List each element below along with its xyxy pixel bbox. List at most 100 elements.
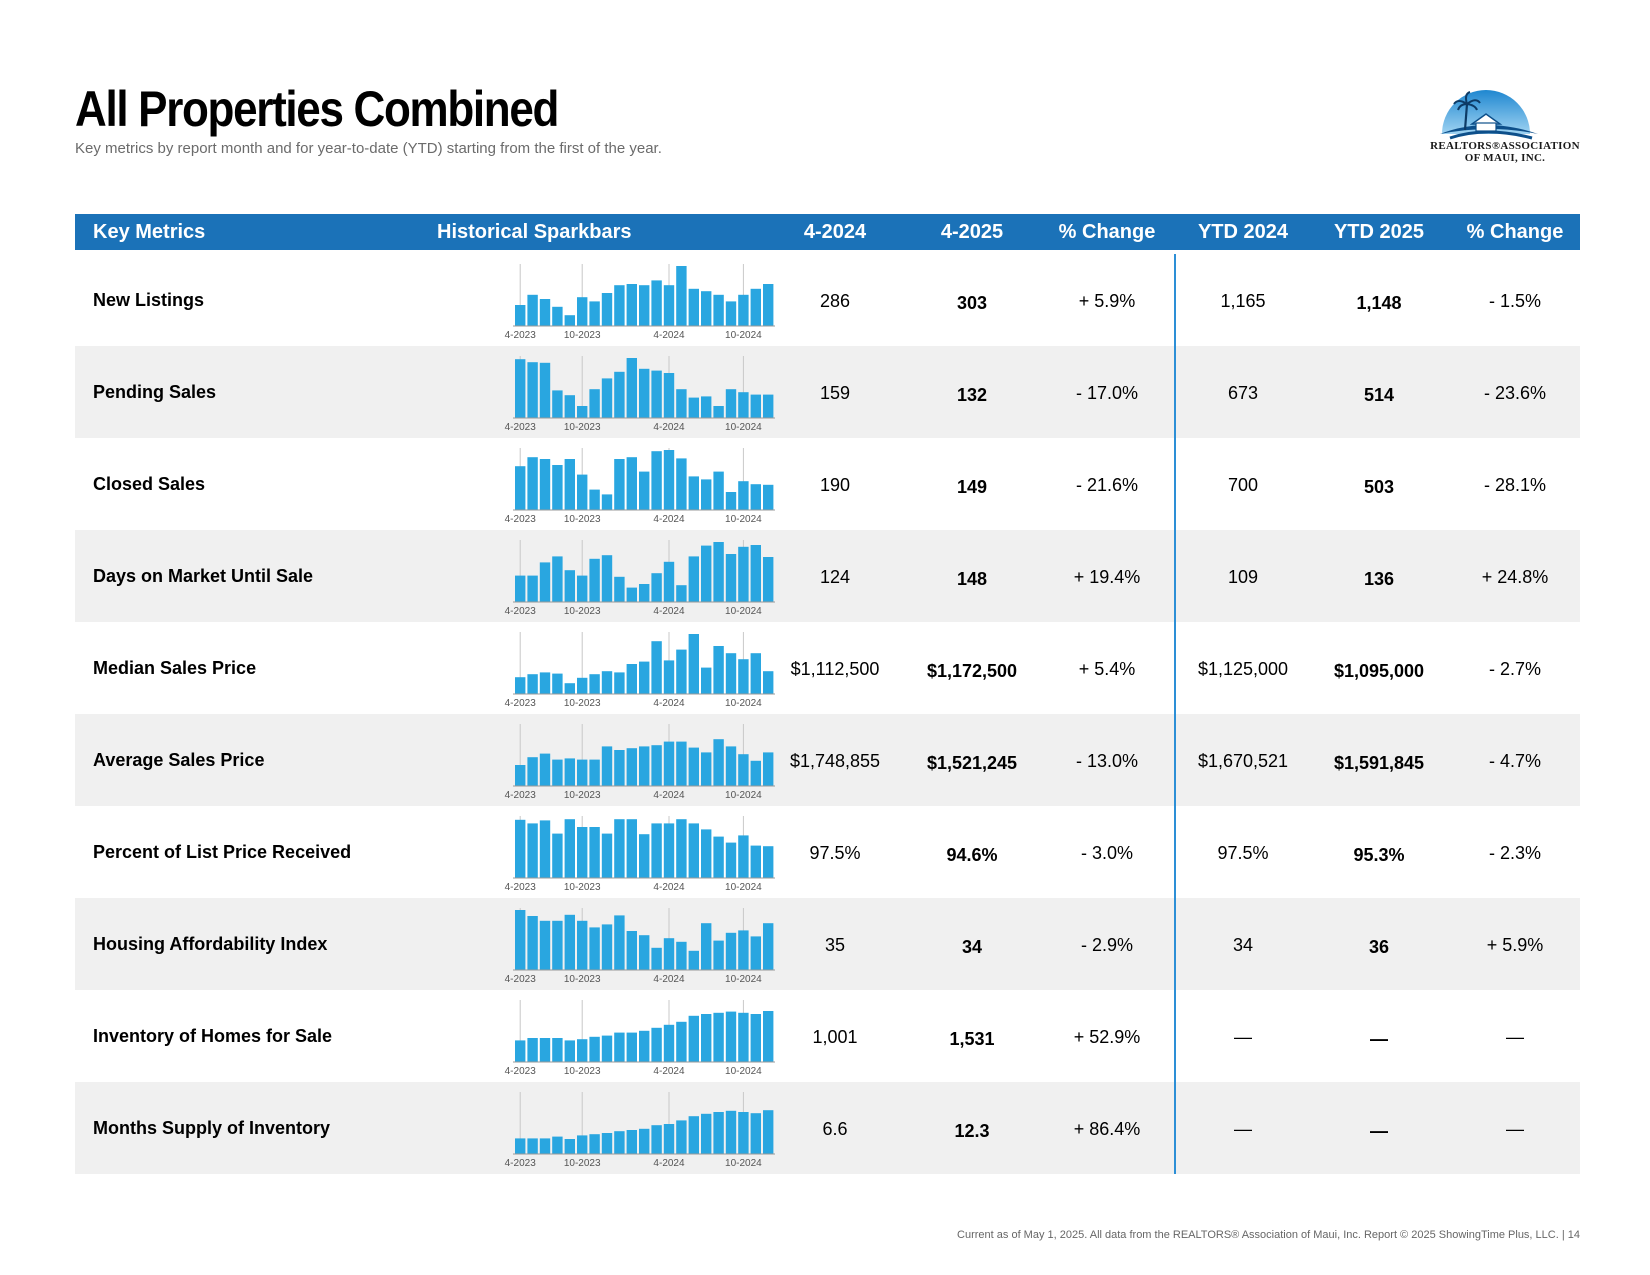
sparkbar-bar <box>601 378 613 418</box>
sparkbar-tick-label: 4-2024 <box>653 1066 685 1077</box>
metric-label: Inventory of Homes for Sale <box>93 1026 333 1046</box>
column-divider <box>1174 254 1176 1174</box>
metric-label: Median Sales Price <box>93 658 257 678</box>
ytd-pct-change: + 24.8% <box>1481 567 1549 587</box>
sparkbar-bar <box>614 672 625 694</box>
metric-label: Days on Market Until Sale <box>93 566 314 586</box>
sparkbar-bar <box>515 1138 526 1154</box>
sparkbar-bar <box>639 935 650 970</box>
sparkbar-bar <box>614 819 625 878</box>
sparkbar-bar <box>738 930 749 970</box>
sparkbar-bar <box>639 834 650 878</box>
sparkbar-bar <box>639 368 650 418</box>
sparkbar-bar <box>639 471 650 510</box>
sparkbar-bar <box>577 575 588 602</box>
sparkbar-bar <box>676 819 687 878</box>
sparkbar-bar <box>515 1040 526 1062</box>
sparkbar-bar <box>552 1136 563 1154</box>
ytd-pct-change: — <box>1506 1119 1524 1139</box>
sparkbar-tick-label: 4-2023 <box>505 1066 537 1077</box>
header-month-2024: 4-2024 <box>803 221 867 243</box>
sparkbar-bar <box>651 641 662 694</box>
table-row: New Listings 4-202310-20234-202410-20244… <box>75 254 1580 346</box>
sparkbar-bar <box>688 1116 699 1154</box>
sparkbar-bar <box>725 554 737 602</box>
header-ytd-2024: YTD 2024 <box>1197 221 1289 243</box>
sparkbar-bar <box>725 932 737 970</box>
month-2024-value: 97.5% <box>809 843 861 863</box>
month-pct-change: + 86.4% <box>1073 1119 1141 1139</box>
sparkbar-bar <box>750 394 761 418</box>
ytd-2024-value: — <box>1234 1027 1252 1047</box>
sparkbar-bar <box>564 1040 575 1062</box>
sparkbar-tick-label: 10-2023 <box>564 790 601 801</box>
sparkbar-bar <box>651 947 662 970</box>
sparkbar-bar <box>626 748 637 786</box>
month-2025-value: 94.6% <box>946 845 998 865</box>
table-row: Average Sales Price 4-2023 10-2023 4-2024 1… <box>75 714 1580 806</box>
sparkbar-bar <box>626 819 637 878</box>
sparkbar-bar <box>577 759 588 786</box>
sparkbar-bar <box>738 294 749 326</box>
ytd-2025-value: $1,591,845 <box>1333 753 1425 773</box>
month-pct-change: + 5.9% <box>1078 291 1136 311</box>
sparkbar-bar <box>552 759 563 786</box>
sparkbar-bar <box>614 459 625 510</box>
sparkbar-tick-label: 10-2023 <box>564 330 601 341</box>
ytd-pct-change: - 2.3% <box>1488 843 1542 863</box>
sparkbar-bar <box>639 661 650 694</box>
sparkbar-bar <box>688 397 699 418</box>
sparkbar-bar <box>701 1113 712 1154</box>
sparkbar-bar <box>738 835 749 878</box>
sparkbar-bar <box>564 1139 575 1154</box>
sparkbar-bar <box>701 1014 712 1062</box>
sparkbar-bar <box>701 923 712 970</box>
sparkbar-bar <box>663 660 675 694</box>
sparkbar-bar <box>763 1110 774 1154</box>
sparkbar-bar <box>577 920 588 970</box>
sparkbar-bar <box>725 301 737 326</box>
ytd-pct-change: + 5.9% <box>1486 935 1544 955</box>
sparkbar-bar <box>564 914 575 970</box>
sparkbar-bar <box>701 545 712 602</box>
ytd-pct-change: - 2.7% <box>1488 659 1542 679</box>
sparkbar-bar <box>589 927 600 970</box>
month-pct-change: - 3.0% <box>1080 843 1134 863</box>
ytd-2025-value: 1,148 <box>1356 293 1402 313</box>
table-row: Percent of List Price Received 4-2023 10-… <box>75 806 1580 898</box>
table-row: Closed Sales 4-202310-20234-202410-20244… <box>75 438 1580 530</box>
sparkbar-bar <box>639 584 650 602</box>
sparkbar-bar <box>626 1032 637 1062</box>
sparkbar-tick-label: 10-2024 <box>725 1158 762 1169</box>
sparkbar-bar <box>527 674 538 694</box>
sparkbar-bar <box>552 556 563 602</box>
sparkbar-bar <box>527 1038 538 1062</box>
sparkbar-bar <box>601 833 613 878</box>
sparkbar-bar <box>676 1021 687 1062</box>
ytd-2025-value: 95.3% <box>1353 845 1405 865</box>
sparkbar-bar <box>713 471 724 510</box>
ytd-2025-value: 36 <box>1368 937 1390 957</box>
sparkbar-bar <box>663 373 675 418</box>
sparkbar-bar <box>564 758 575 786</box>
header-month-2025: 4-2025 <box>940 221 1004 243</box>
sparkbar-bar <box>763 284 774 326</box>
sparkbar-bar <box>589 827 600 878</box>
sparkbar-bar <box>552 920 563 970</box>
sparkbar-bar <box>725 389 737 418</box>
sparkbar-bar <box>763 923 774 970</box>
sparkbar-bar <box>725 492 737 510</box>
sparkbar-bar <box>713 406 724 418</box>
sparkbar-bar <box>515 677 526 694</box>
sparkbar-tick-label: 10-2024 <box>725 1066 762 1077</box>
sparkbar-bar <box>589 389 600 418</box>
sparkbar-bar <box>527 757 538 786</box>
month-2024-value: 286 <box>819 291 851 311</box>
sparkbar-bar <box>688 476 699 510</box>
sparkbar-bar <box>552 465 563 510</box>
month-2024-value: 159 <box>819 383 851 403</box>
sparkbar-tick-label: 4-2023 <box>505 974 537 985</box>
month-2025-value: 34 <box>961 937 983 957</box>
